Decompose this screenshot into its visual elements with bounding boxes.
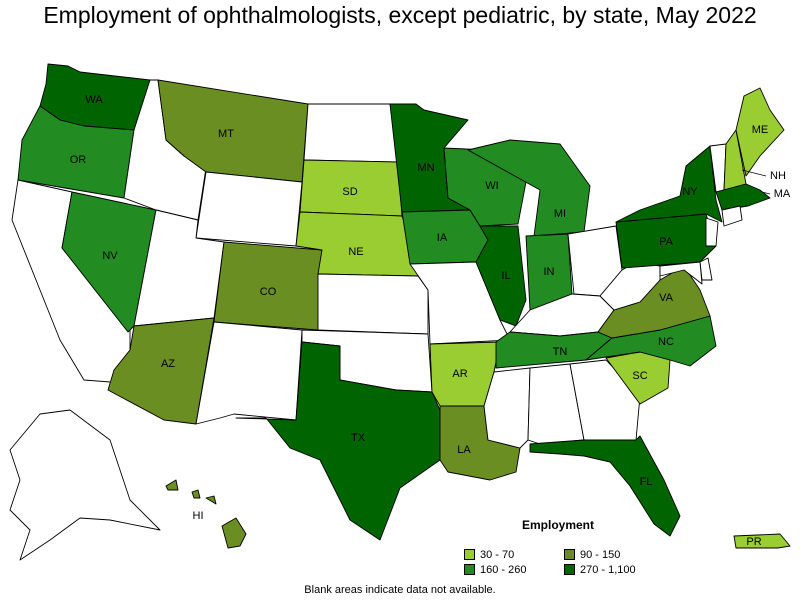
state-label-WI: WI: [485, 180, 498, 192]
state-NY[interactable]: [615, 145, 723, 223]
state-label-NY: NY: [682, 186, 698, 198]
state-label-PA: PA: [659, 236, 674, 248]
state-label-PR: PR: [746, 536, 761, 548]
legend-title: Employment: [522, 518, 595, 532]
legend-label: 270 - 1,100: [580, 563, 636, 576]
state-label-NH: NH: [770, 170, 786, 182]
state-ME[interactable]: [735, 87, 785, 177]
state-label-CO: CO: [260, 286, 277, 298]
state-label-TN: TN: [553, 346, 568, 358]
legend: Employment 30 - 70 90 - 150 160 - 260 27…: [464, 518, 664, 577]
state-IL[interactable]: [475, 225, 527, 327]
state-label-SD: SD: [342, 186, 357, 198]
state-label-MT: MT: [218, 128, 234, 140]
state-label-IA: IA: [437, 232, 448, 244]
legend-swatch: [464, 564, 475, 575]
state-FL[interactable]: [529, 435, 681, 537]
state-label-MI: MI: [554, 208, 566, 220]
state-MI[interactable]: [467, 139, 591, 237]
state-label-NV: NV: [102, 250, 118, 262]
state-DE[interactable]: [699, 257, 713, 281]
legend-label: 30 - 70: [480, 548, 515, 561]
legend-label: 90 - 150: [580, 548, 621, 561]
state-label-SC: SC: [632, 370, 647, 382]
state-ND[interactable]: [303, 103, 399, 163]
legend-item-90-150: 90 - 150: [564, 547, 664, 562]
legend-item-30-70: 30 - 70: [464, 547, 564, 562]
legend-swatch: [564, 549, 575, 560]
state-label-AR: AR: [452, 368, 467, 380]
map-title: Employment of ophthalmologists, except p…: [43, 2, 757, 28]
state-NV[interactable]: [61, 191, 157, 333]
legend-item-160-260: 160 - 260: [464, 562, 564, 577]
state-PR[interactable]: [733, 533, 791, 549]
state-CT[interactable]: [721, 205, 743, 227]
state-label-ME: ME: [752, 124, 769, 136]
state-TX[interactable]: [235, 341, 441, 541]
state-label-TX: TX: [351, 432, 366, 444]
state-label-FL: FL: [640, 476, 653, 488]
legend-item-270-1100: 270 - 1,100: [564, 562, 664, 577]
state-label-MA: MA: [774, 188, 791, 200]
state-HI[interactable]: [165, 479, 247, 549]
state-label-HI: HI: [193, 510, 204, 522]
state-KS[interactable]: [317, 273, 429, 335]
state-label-IL: IL: [501, 270, 510, 282]
state-label-LA: LA: [457, 444, 471, 456]
state-NJ[interactable]: [705, 217, 719, 247]
footnote: Blank areas indicate data not available.: [304, 584, 496, 596]
state-label-OR: OR: [70, 154, 87, 166]
state-AZ[interactable]: [107, 317, 215, 425]
state-label-AZ: AZ: [161, 358, 175, 370]
state-label-NC: NC: [658, 336, 674, 348]
state-label-VA: VA: [659, 292, 674, 304]
state-MD[interactable]: [659, 261, 703, 285]
state-AK[interactable]: [9, 409, 161, 561]
nh-leader-line: [741, 169, 767, 177]
state-label-NE: NE: [348, 246, 363, 258]
legend-swatch: [564, 564, 575, 575]
state-label-MN: MN: [417, 162, 434, 174]
legend-swatch: [464, 549, 475, 560]
state-NM[interactable]: [195, 321, 303, 425]
ma-leader-line: [761, 191, 771, 195]
state-label-IN: IN: [544, 266, 555, 278]
legend-label: 160 - 260: [480, 563, 527, 576]
state-label-WA: WA: [85, 94, 103, 106]
state-WY[interactable]: [195, 171, 303, 247]
